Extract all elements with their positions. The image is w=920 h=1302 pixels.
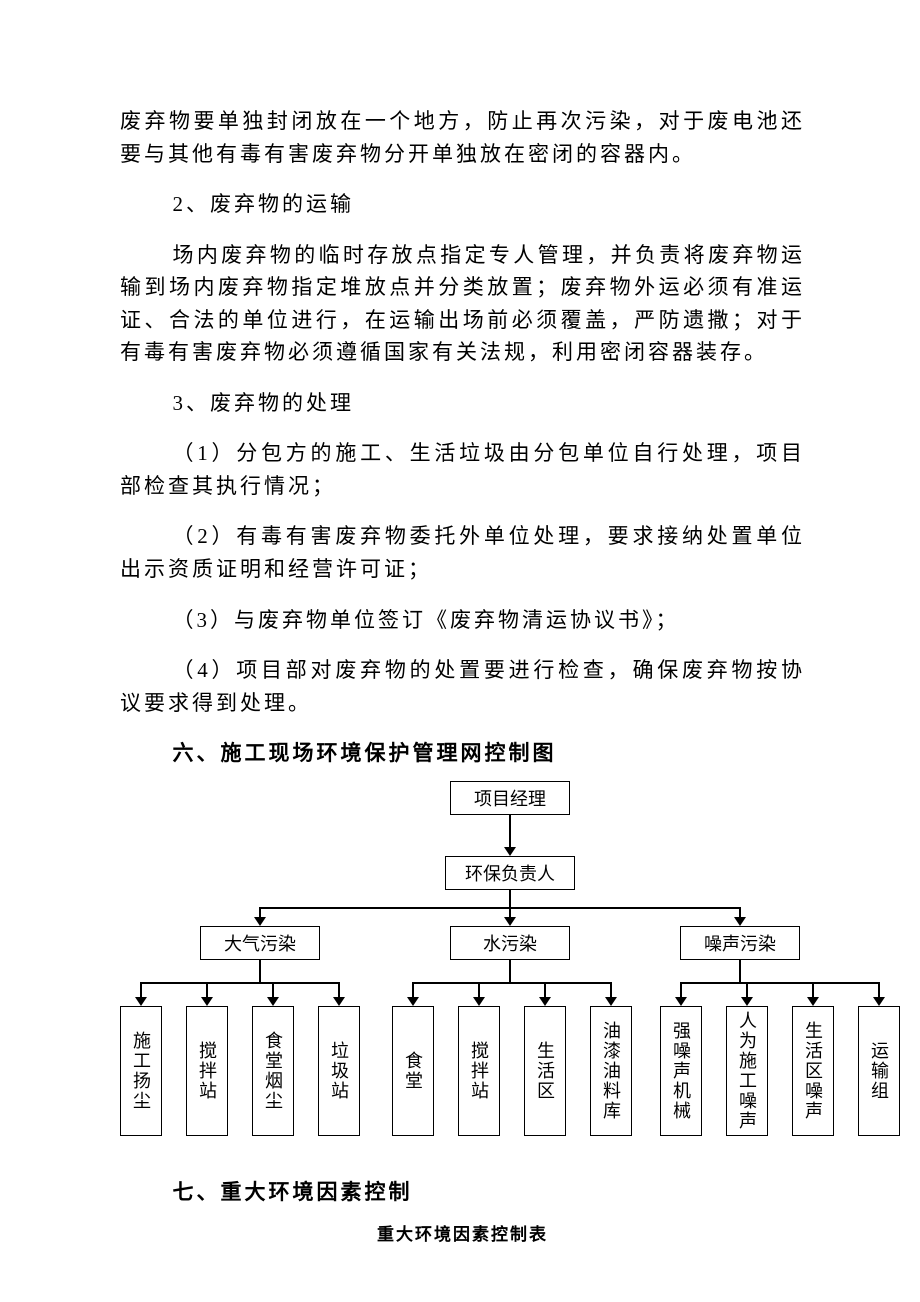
flowchart-edge: [509, 960, 511, 983]
arrow-down-icon: [333, 997, 345, 1006]
flowchart-edge: [610, 982, 612, 997]
arrow-down-icon: [807, 997, 819, 1006]
flowchart-edge: [509, 907, 511, 917]
flowchart-node-l6: 搅拌站: [458, 1006, 500, 1136]
flowchart-edge: [509, 815, 511, 847]
arrow-down-icon: [473, 997, 485, 1006]
flowchart-node-l10: 人为施工噪声: [726, 1006, 768, 1136]
paragraph-3: 3、废弃物的处理: [120, 387, 805, 420]
arrow-down-icon: [539, 997, 551, 1006]
flowchart-edge: [272, 982, 274, 997]
paragraph-2: 场内废弃物的临时存放点指定专人管理，并负责将废弃物运输到场内废弃物指定堆放点并分…: [120, 239, 805, 369]
document-page: 废弃物要单独封闭放在一个地方，防止再次污染，对于废电池还要与其他有毒有害废弃物分…: [0, 0, 920, 1302]
paragraph-4: （1）分包方的施工、生活垃圾由分包单位自行处理，项目部检查其执行情况；: [120, 437, 805, 502]
flowchart-edge: [746, 982, 748, 997]
arrow-down-icon: [254, 917, 266, 926]
flowchart-edge: [140, 982, 340, 984]
flowchart-node-l3: 食堂烟尘: [252, 1006, 294, 1136]
arrow-down-icon: [605, 997, 617, 1006]
flowchart-node-water: 水污染: [450, 926, 570, 960]
flowchart-node-l12: 运输组: [858, 1006, 900, 1136]
flowchart-node-l9: 强噪声机械: [660, 1006, 702, 1136]
table-title: 重大环境因素控制表: [120, 1220, 805, 1245]
arrow-down-icon: [734, 917, 746, 926]
flowchart-edge: [259, 960, 261, 983]
flowchart-edge: [259, 907, 741, 909]
flowchart-node-l11: 生活区噪声: [792, 1006, 834, 1136]
arrow-down-icon: [267, 997, 279, 1006]
flowchart-edge: [544, 982, 546, 997]
arrow-down-icon: [504, 847, 516, 856]
flowchart-node-l2: 搅拌站: [186, 1006, 228, 1136]
flowchart-node-root: 项目经理: [450, 781, 570, 815]
flowchart-edge: [412, 982, 612, 984]
arrow-down-icon: [873, 997, 885, 1006]
flowchart-edge: [140, 982, 142, 997]
flowchart-node-air: 大气污染: [200, 926, 320, 960]
flowchart-edge: [338, 982, 340, 997]
paragraph-6: （3）与废弃物单位签订《废弃物清运协议书》；: [120, 604, 805, 637]
flowchart-node-l5: 食堂: [392, 1006, 434, 1136]
flowchart-edge: [412, 982, 414, 997]
flowchart-edge: [739, 960, 741, 983]
arrow-down-icon: [504, 917, 516, 926]
flowchart-edge: [680, 982, 880, 984]
flowchart-edge: [259, 907, 261, 917]
flowchart-node-noise: 噪声污染: [680, 926, 800, 960]
arrow-down-icon: [675, 997, 687, 1006]
section-heading-7: 七、重大环境因素控制: [120, 1176, 805, 1206]
paragraph-5: （2）有毒有害废弃物委托外单位处理，要求接纳处置单位出示资质证明和经营许可证；: [120, 520, 805, 585]
flowchart-edge: [812, 982, 814, 997]
flowchart-edge: [478, 982, 480, 997]
flowchart-node-l4: 垃圾站: [318, 1006, 360, 1136]
flowchart-node-l8: 油漆油料库: [590, 1006, 632, 1136]
arrow-down-icon: [135, 997, 147, 1006]
flowchart-edge: [739, 907, 741, 917]
flowchart-edge: [509, 890, 511, 908]
org-flowchart: 项目经理环保负责人大气污染水污染噪声污染施工扬尘搅拌站食堂烟尘垃圾站食堂搅拌站生…: [120, 781, 900, 1146]
paragraph-7: （4）项目部对废弃物的处置要进行检查，确保废弃物按协议要求得到处理。: [120, 654, 805, 719]
paragraph-0: 废弃物要单独封闭放在一个地方，防止再次污染，对于废电池还要与其他有毒有害废弃物分…: [120, 105, 805, 170]
flowchart-node-l7: 生活区: [524, 1006, 566, 1136]
flowchart-edge: [878, 982, 880, 997]
flowchart-node-resp: 环保负责人: [445, 856, 575, 890]
arrow-down-icon: [201, 997, 213, 1006]
flowchart-edge: [680, 982, 682, 997]
flowchart-node-l1: 施工扬尘: [120, 1006, 162, 1136]
section-heading-6: 六、施工现场环境保护管理网控制图: [120, 737, 805, 767]
arrow-down-icon: [741, 997, 753, 1006]
arrow-down-icon: [407, 997, 419, 1006]
paragraph-1: 2、废弃物的运输: [120, 188, 805, 221]
flowchart-edge: [206, 982, 208, 997]
